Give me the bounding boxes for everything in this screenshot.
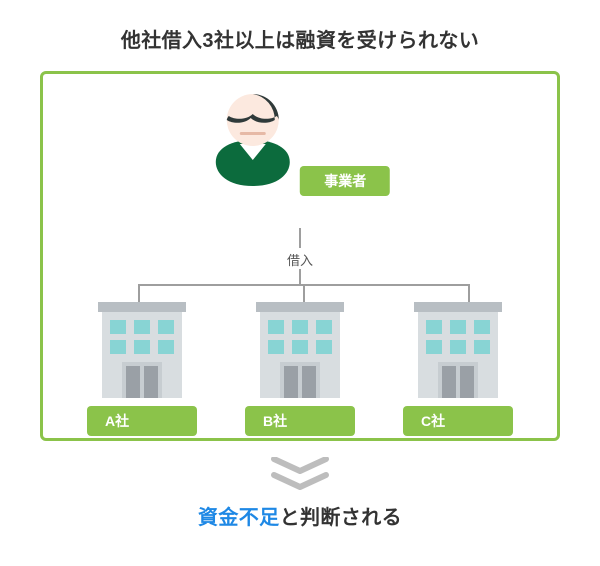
conclusion-rest: と判断される <box>280 507 402 529</box>
page-title: 他社借入3社以上は融資を受けられない <box>40 24 560 53</box>
company-label: C社 <box>403 406 513 436</box>
connector-drop <box>138 284 140 304</box>
building-icon <box>408 302 508 398</box>
company-node-a: A社 <box>72 302 212 436</box>
company-row: A社 B社 <box>43 302 557 436</box>
connector-drop <box>468 284 470 304</box>
double-chevron-down-icon <box>40 457 560 491</box>
conclusion-block: 資金不足と判断される <box>40 457 560 530</box>
company-node-c: C社 <box>388 302 528 436</box>
company-label: B社 <box>245 406 355 436</box>
connector-drop <box>303 284 305 304</box>
borrow-label: 借入 <box>281 250 319 269</box>
person-label: 事業者 <box>300 166 390 196</box>
person-node: 事業者 <box>210 90 390 196</box>
building-icon <box>92 302 192 398</box>
person-icon <box>210 90 296 186</box>
company-label: A社 <box>87 406 197 436</box>
conclusion-highlight: 資金不足 <box>198 507 280 529</box>
diagram-panel: 事業者 借入 A社 <box>40 71 560 441</box>
company-node-b: B社 <box>230 302 370 436</box>
conclusion-text: 資金不足と判断される <box>40 501 560 530</box>
connector-line <box>299 228 301 248</box>
building-icon <box>250 302 350 398</box>
